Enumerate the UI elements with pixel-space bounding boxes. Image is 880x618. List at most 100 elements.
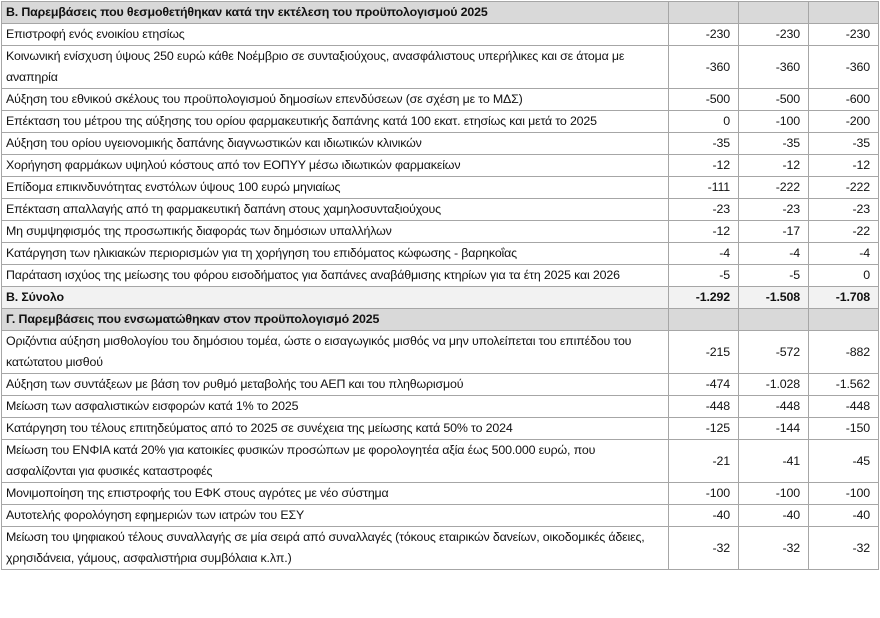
measure-label: Επέκταση του μέτρου της αύξησης του ορίο… <box>1 110 669 133</box>
value-cell: -230 <box>668 23 739 46</box>
value-cell: -17 <box>738 220 809 243</box>
value-cell: -360 <box>738 45 809 89</box>
value-cell: -22 <box>808 220 879 243</box>
value-cell: -200 <box>808 110 879 133</box>
measure-label: Επίδομα επικινδυνότητας ενστόλων ύψους 1… <box>1 176 669 199</box>
value-cell: -100 <box>738 110 809 133</box>
measure-label: Μονιμοποίηση της επιστροφής του ΕΦΚ στου… <box>1 482 669 505</box>
value-cell: -448 <box>738 395 809 418</box>
value-cell: -572 <box>738 330 809 374</box>
table-row: Μείωση των ασφαλιστικών εισφορών κατά 1%… <box>1 395 879 418</box>
measure-label: Αύξηση του εθνικού σκέλους του προϋπολογ… <box>1 88 669 111</box>
measure-label: Αύξηση του ορίου υγειονομικής δαπάνης δι… <box>1 132 669 155</box>
value-cell: -222 <box>738 176 809 199</box>
measure-label: Μείωση του ψηφιακού τέλους συναλλαγής σε… <box>1 526 669 570</box>
value-cell: -5 <box>668 264 739 287</box>
section-header-row: Γ. Παρεμβάσεις που ενσωματώθηκαν στον πρ… <box>1 308 879 331</box>
measure-label: Αυτοτελής φορολόγηση εφημεριών των ιατρώ… <box>1 504 669 527</box>
section-header-row: Β. Παρεμβάσεις που θεσμοθετήθηκαν κατά τ… <box>1 1 879 24</box>
table-row: Μονιμοποίηση της επιστροφής του ΕΦΚ στου… <box>1 482 879 505</box>
value-cell: -500 <box>668 88 739 111</box>
value-cell: -23 <box>808 198 879 221</box>
value-cell: -40 <box>808 504 879 527</box>
value-cell: -12 <box>668 154 739 177</box>
value-cell: -500 <box>738 88 809 111</box>
value-cell: -23 <box>738 198 809 221</box>
table-row: Οριζόντια αύξηση μισθολογίου του δημόσιο… <box>1 330 879 374</box>
measure-label: Μη συμψηφισμός της προσωπικής διαφοράς τ… <box>1 220 669 243</box>
value-cell: -600 <box>808 88 879 111</box>
value-cell: -4 <box>738 242 809 265</box>
measure-label: Κοινωνική ενίσχυση ύψους 250 ευρώ κάθε Ν… <box>1 45 669 89</box>
empty-cell <box>738 308 809 331</box>
measure-label: Επέκταση απαλλαγής από τη φαρμακευτική δ… <box>1 198 669 221</box>
table-row: Μη συμψηφισμός της προσωπικής διαφοράς τ… <box>1 220 879 243</box>
table-row: Επέκταση του μέτρου της αύξησης του ορίο… <box>1 110 879 133</box>
value-cell: -35 <box>808 132 879 155</box>
total-value-cell: -1.708 <box>808 286 879 309</box>
value-cell: -12 <box>668 220 739 243</box>
measure-label: Χορήγηση φαρμάκων υψηλού κόστους από τον… <box>1 154 669 177</box>
value-cell: -35 <box>738 132 809 155</box>
value-cell: -360 <box>668 45 739 89</box>
measure-label: Αύξηση των συντάξεων με βάση τον ρυθμό μ… <box>1 373 669 396</box>
value-cell: -5 <box>738 264 809 287</box>
value-cell: -150 <box>808 417 879 440</box>
value-cell: -100 <box>738 482 809 505</box>
value-cell: -474 <box>668 373 739 396</box>
value-cell: -32 <box>808 526 879 570</box>
empty-cell <box>668 308 739 331</box>
value-cell: -230 <box>808 23 879 46</box>
table-row: Μείωση του ΕΝΦΙΑ κατά 20% για κατοικίες … <box>1 439 879 483</box>
table-body: Β. Παρεμβάσεις που θεσμοθετήθηκαν κατά τ… <box>1 1 879 570</box>
value-cell: -35 <box>668 132 739 155</box>
value-cell: 0 <box>668 110 739 133</box>
table-row: Αύξηση του ορίου υγειονομικής δαπάνης δι… <box>1 132 879 155</box>
empty-cell <box>668 1 739 24</box>
total-value-cell: -1.292 <box>668 286 739 309</box>
value-cell: -448 <box>668 395 739 418</box>
section-title: Γ. Παρεμβάσεις που ενσωματώθηκαν στον πρ… <box>1 308 669 331</box>
measure-label: Μείωση των ασφαλιστικών εισφορών κατά 1%… <box>1 395 669 418</box>
value-cell: -4 <box>808 242 879 265</box>
table-row: Αύξηση των συντάξεων με βάση τον ρυθμό μ… <box>1 373 879 396</box>
value-cell: -882 <box>808 330 879 374</box>
measure-label: Επιστροφή ενός ενοικίου ετησίως <box>1 23 669 46</box>
table-row: Αυτοτελής φορολόγηση εφημεριών των ιατρώ… <box>1 504 879 527</box>
value-cell: -144 <box>738 417 809 440</box>
value-cell: -125 <box>668 417 739 440</box>
value-cell: -100 <box>668 482 739 505</box>
table-row: Χορήγηση φαρμάκων υψηλού κόστους από τον… <box>1 154 879 177</box>
value-cell: -32 <box>668 526 739 570</box>
budget-measures-table: Β. Παρεμβάσεις που θεσμοθετήθηκαν κατά τ… <box>1 1 879 570</box>
measure-label: Μείωση του ΕΝΦΙΑ κατά 20% για κατοικίες … <box>1 439 669 483</box>
value-cell: -45 <box>808 439 879 483</box>
empty-cell <box>738 1 809 24</box>
measure-label: Οριζόντια αύξηση μισθολογίου του δημόσιο… <box>1 330 669 374</box>
table-row: Επέκταση απαλλαγής από τη φαρμακευτική δ… <box>1 198 879 221</box>
value-cell: -41 <box>738 439 809 483</box>
section-title: Β. Παρεμβάσεις που θεσμοθετήθηκαν κατά τ… <box>1 1 669 24</box>
value-cell: 0 <box>808 264 879 287</box>
value-cell: -215 <box>668 330 739 374</box>
total-row: Β. Σύνολο -1.292 -1.508 -1.708 <box>1 286 879 309</box>
value-cell: -40 <box>668 504 739 527</box>
value-cell: -100 <box>808 482 879 505</box>
empty-cell <box>808 1 879 24</box>
total-label: Β. Σύνολο <box>1 286 669 309</box>
measure-label: Παράταση ισχύος της μείωσης του φόρου ει… <box>1 264 669 287</box>
value-cell: -12 <box>808 154 879 177</box>
value-cell: -1.562 <box>808 373 879 396</box>
value-cell: -1.028 <box>738 373 809 396</box>
value-cell: -360 <box>808 45 879 89</box>
value-cell: -21 <box>668 439 739 483</box>
value-cell: -23 <box>668 198 739 221</box>
value-cell: -4 <box>668 242 739 265</box>
empty-cell <box>808 308 879 331</box>
table-row: Μείωση του ψηφιακού τέλους συναλλαγής σε… <box>1 526 879 570</box>
total-value-cell: -1.508 <box>738 286 809 309</box>
value-cell: -111 <box>668 176 739 199</box>
table-row: Παράταση ισχύος της μείωσης του φόρου ει… <box>1 264 879 287</box>
measure-label: Κατάργηση του τέλους επιτηδεύματος από τ… <box>1 417 669 440</box>
value-cell: -32 <box>738 526 809 570</box>
